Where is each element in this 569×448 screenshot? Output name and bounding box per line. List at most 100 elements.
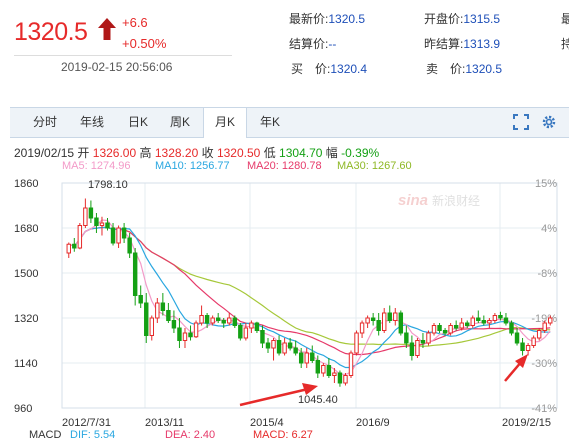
tab-monthly-k[interactable]: 月K: [203, 108, 247, 138]
candle-body: [199, 315, 204, 324]
pct-tick-label: 4%: [541, 223, 557, 235]
stat-prev-settle-value: 1313.9: [463, 37, 501, 51]
x-tick-label: 2012/7/31: [62, 417, 111, 429]
candle-body: [94, 217, 99, 226]
stat-open-label: 开盘价:: [424, 12, 464, 26]
candle-body: [149, 317, 154, 336]
x-tick-label: 2015/4: [250, 417, 284, 429]
arrow-low-shaft: [239, 387, 309, 407]
candle-body: [370, 317, 376, 321]
candle-body: [431, 325, 437, 334]
candle-body: [83, 207, 88, 226]
percent-axis: 15% 4% -8% -19% -30% -41%: [531, 178, 557, 415]
stat-latest-value: 1320.5: [328, 12, 366, 26]
tab-daily-k[interactable]: 日K: [127, 115, 148, 129]
candle-body: [177, 327, 182, 341]
candle-body: [193, 322, 199, 338]
candle-body: [337, 372, 343, 384]
candle-body: [453, 325, 459, 329]
candle-body: [121, 227, 127, 239]
x-axis: 2012/7/31 2013/11 2015/4 2016/9 2019/2/15: [62, 417, 551, 429]
ma30-legend: MA30: 1267.60: [337, 160, 412, 172]
gear-icon[interactable]: [541, 114, 557, 130]
candle-body: [531, 337, 536, 346]
arrow-recent-head: [515, 354, 528, 368]
candle-body: [66, 243, 71, 254]
ohlc-close-value: 1320.50: [216, 146, 261, 160]
candle-body: [227, 317, 232, 324]
candle-body: [415, 340, 420, 356]
expand-icon[interactable]: [513, 114, 529, 130]
ohlc-low-value: 1304.70: [279, 146, 323, 160]
candle-body: [166, 310, 171, 321]
arrow-recent-shaft: [504, 360, 523, 382]
stat-prev-settle: 昨结算:1313.9: [424, 35, 500, 52]
macd-dea: DEA: 2.40: [165, 429, 216, 441]
candle-body: [514, 332, 520, 344]
x-tick-label: 2019/2/15: [502, 417, 551, 429]
candle-body: [249, 322, 254, 329]
watermark: sina 新浪财经: [398, 192, 480, 209]
candle-body: [132, 252, 138, 296]
pct-tick-label: -19%: [531, 313, 557, 325]
x-tick-label: 2016/9: [356, 417, 390, 429]
watermark-logo: sina: [398, 192, 428, 209]
arrow-low-head: [302, 383, 318, 395]
tab-weekly-k[interactable]: 周K: [169, 115, 190, 129]
last-price: 1320.5: [14, 18, 88, 46]
candle-body: [348, 352, 354, 376]
ohlc-date: 2019/02/15: [14, 146, 75, 160]
watermark-text: 新浪财经: [432, 193, 480, 208]
candle-body: [470, 317, 475, 326]
candle-body: [420, 340, 426, 344]
stat-col3-row1: 最: [561, 12, 569, 26]
candle-body: [293, 347, 298, 354]
ohlc-amp-label: 幅: [325, 146, 338, 160]
stat-open-value: 1315.5: [463, 12, 501, 26]
candle-body: [509, 322, 514, 334]
candle-body: [520, 342, 525, 351]
tab-yearly-k[interactable]: 年K: [259, 115, 280, 129]
candle-body: [409, 342, 415, 356]
candle-body: [359, 322, 365, 334]
candle-body: [287, 342, 293, 349]
quote-timestamp: 2019-02-15 20:56:06: [61, 60, 173, 74]
ma-lines: [68, 219, 551, 376]
y-tick-label: 1140: [14, 358, 38, 370]
candle-body: [503, 317, 509, 324]
y-tick-label: 1860: [14, 178, 38, 190]
macd-dif: DIF: 5.54: [70, 429, 116, 441]
candle-body: [232, 317, 238, 326]
ma10-legend: MA10: 1256.77: [155, 160, 230, 172]
candles: [66, 198, 553, 387]
ohlc-readout: 2019/02/15 开 1326.00 高 1328.20 收 1320.50…: [14, 144, 379, 161]
period-tab-bar: 分时 年线 日K 周K 月K 年K: [10, 107, 569, 138]
candle-body: [298, 352, 304, 364]
candle-body: [77, 225, 83, 249]
tab-intraday[interactable]: 分时: [32, 115, 57, 129]
candle-body: [110, 227, 116, 244]
candle-body: [105, 222, 110, 229]
pct-tick-label: -41%: [531, 403, 557, 415]
stat-settle-label: 结算价:: [289, 37, 329, 51]
ma5-line: [68, 219, 551, 376]
candle-body: [188, 332, 193, 338]
ma10-line: [68, 226, 551, 369]
candle-body: [265, 342, 271, 349]
candle-body: [310, 352, 315, 361]
candle-body: [160, 302, 166, 311]
tab-year-line[interactable]: 年线: [79, 115, 104, 129]
divider: [14, 55, 232, 56]
candle-body: [171, 320, 177, 329]
candle-body: [99, 222, 105, 226]
stat-prev-settle-label: 昨结算:: [424, 37, 464, 51]
low-annotation: 1045.40: [298, 394, 338, 406]
ohlc-close-label: 收: [201, 146, 214, 160]
candle-body: [525, 345, 531, 351]
pct-tick-label: -30%: [531, 358, 557, 370]
candle-body: [116, 227, 121, 244]
candle-body: [88, 207, 94, 219]
ohlc-open-value: 1326.00: [92, 146, 137, 160]
ma20-legend: MA20: 1280.78: [247, 160, 322, 172]
macd-label: MACD: [29, 429, 62, 441]
